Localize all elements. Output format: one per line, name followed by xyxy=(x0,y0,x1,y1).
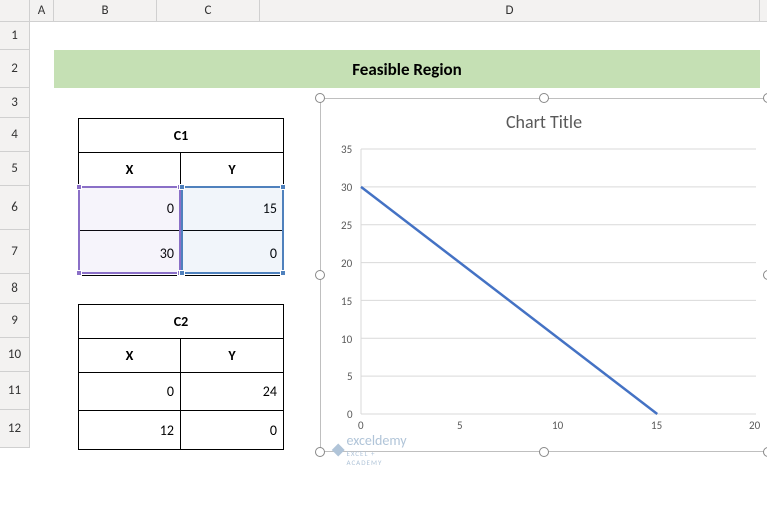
chart-title[interactable]: Chart Title xyxy=(321,111,767,133)
watermark-subtext: EXCEL + ACADEMY xyxy=(346,449,408,467)
table-c2-col-y[interactable]: Y xyxy=(181,339,283,372)
row-header-10[interactable]: 10 xyxy=(0,338,30,372)
row-headers: 1 2 3 4 5 6 7 8 9 10 11 12 xyxy=(0,22,30,448)
selection-handle[interactable] xyxy=(179,270,185,276)
x-tick-5: 5 xyxy=(457,419,463,432)
cell-c12[interactable]: 0 xyxy=(181,411,283,449)
y-tick-35: 35 xyxy=(341,143,352,156)
chart-resize-handle[interactable] xyxy=(315,93,325,103)
row-header-1[interactable]: 1 xyxy=(0,22,30,50)
cell-b6[interactable]: 0 xyxy=(79,187,181,230)
y-tick-25: 25 xyxy=(341,219,352,232)
y-tick-15: 15 xyxy=(341,295,352,308)
chart-resize-handle[interactable] xyxy=(539,93,549,103)
cell-c7[interactable]: 0 xyxy=(181,231,283,275)
col-header-c[interactable]: C xyxy=(157,0,260,21)
cell-b11[interactable]: 0 xyxy=(79,373,181,410)
cell-b7[interactable]: 30 xyxy=(79,231,181,275)
chart-resize-handle[interactable] xyxy=(315,270,325,280)
cell-c11[interactable]: 24 xyxy=(181,373,283,410)
chart-resize-handle[interactable] xyxy=(539,447,549,457)
chart-resize-handle[interactable] xyxy=(763,447,767,457)
chart-resize-handle[interactable] xyxy=(315,447,325,457)
y-tick-30: 30 xyxy=(341,181,352,194)
col-header-b[interactable]: B xyxy=(54,0,157,21)
y-tick-10: 10 xyxy=(341,333,352,346)
table-c2-col-x[interactable]: X xyxy=(79,339,181,372)
y-tick-20: 20 xyxy=(341,257,352,270)
chart-object[interactable]: Chart Title 35 30 25 20 15 1 xyxy=(320,98,767,452)
table-c1-col-y[interactable]: Y xyxy=(181,153,283,186)
watermark: exceldemy EXCEL + ACADEMY xyxy=(330,432,408,467)
select-all-corner[interactable] xyxy=(0,0,30,22)
column-headers: A B C D xyxy=(0,0,767,22)
table-c1-title[interactable]: C1 xyxy=(79,119,283,153)
table-c2: C2 X Y 0 24 12 0 xyxy=(78,304,284,450)
x-tick-10: 10 xyxy=(552,419,563,432)
banner-feasible-region[interactable]: Feasible Region xyxy=(54,50,760,88)
cell-c6[interactable]: 15 xyxy=(181,187,283,230)
row-header-5[interactable]: 5 xyxy=(0,152,30,186)
y-tick-5: 5 xyxy=(347,370,353,383)
row-header-8[interactable]: 8 xyxy=(0,274,30,304)
row-header-11[interactable]: 11 xyxy=(0,372,30,410)
row-header-2[interactable]: 2 xyxy=(0,50,30,88)
x-tick-0: 0 xyxy=(358,419,364,432)
row-header-3[interactable]: 3 xyxy=(0,88,30,118)
row-header-7[interactable]: 7 xyxy=(0,230,30,274)
x-tick-15: 15 xyxy=(651,419,662,432)
selection-handle[interactable] xyxy=(280,270,286,276)
y-tick-0: 0 xyxy=(347,408,353,421)
row-header-4[interactable]: 4 xyxy=(0,118,30,152)
gridlines xyxy=(361,149,756,414)
selection-handle[interactable] xyxy=(76,270,82,276)
selection-handle[interactable] xyxy=(280,184,286,190)
plot-area[interactable] xyxy=(361,149,756,414)
selection-handle[interactable] xyxy=(76,184,82,190)
chart-resize-handle[interactable] xyxy=(763,270,767,280)
x-tick-20: 20 xyxy=(749,419,760,432)
chart-resize-handle[interactable] xyxy=(763,93,767,103)
row-header-12[interactable]: 12 xyxy=(0,410,30,448)
row-header-9[interactable]: 9 xyxy=(0,304,30,338)
watermark-icon xyxy=(330,441,346,459)
watermark-text: exceldemy xyxy=(346,432,408,449)
table-c2-title[interactable]: C2 xyxy=(79,305,283,339)
col-header-a[interactable]: A xyxy=(30,0,54,21)
table-c1: C1 X Y 0 15 30 0 xyxy=(78,118,284,276)
row-header-6[interactable]: 6 xyxy=(0,186,30,230)
selection-handle[interactable] xyxy=(179,184,185,190)
table-c1-col-x[interactable]: X xyxy=(79,153,181,186)
cell-b12[interactable]: 12 xyxy=(79,411,181,449)
col-header-d[interactable]: D xyxy=(260,0,760,21)
